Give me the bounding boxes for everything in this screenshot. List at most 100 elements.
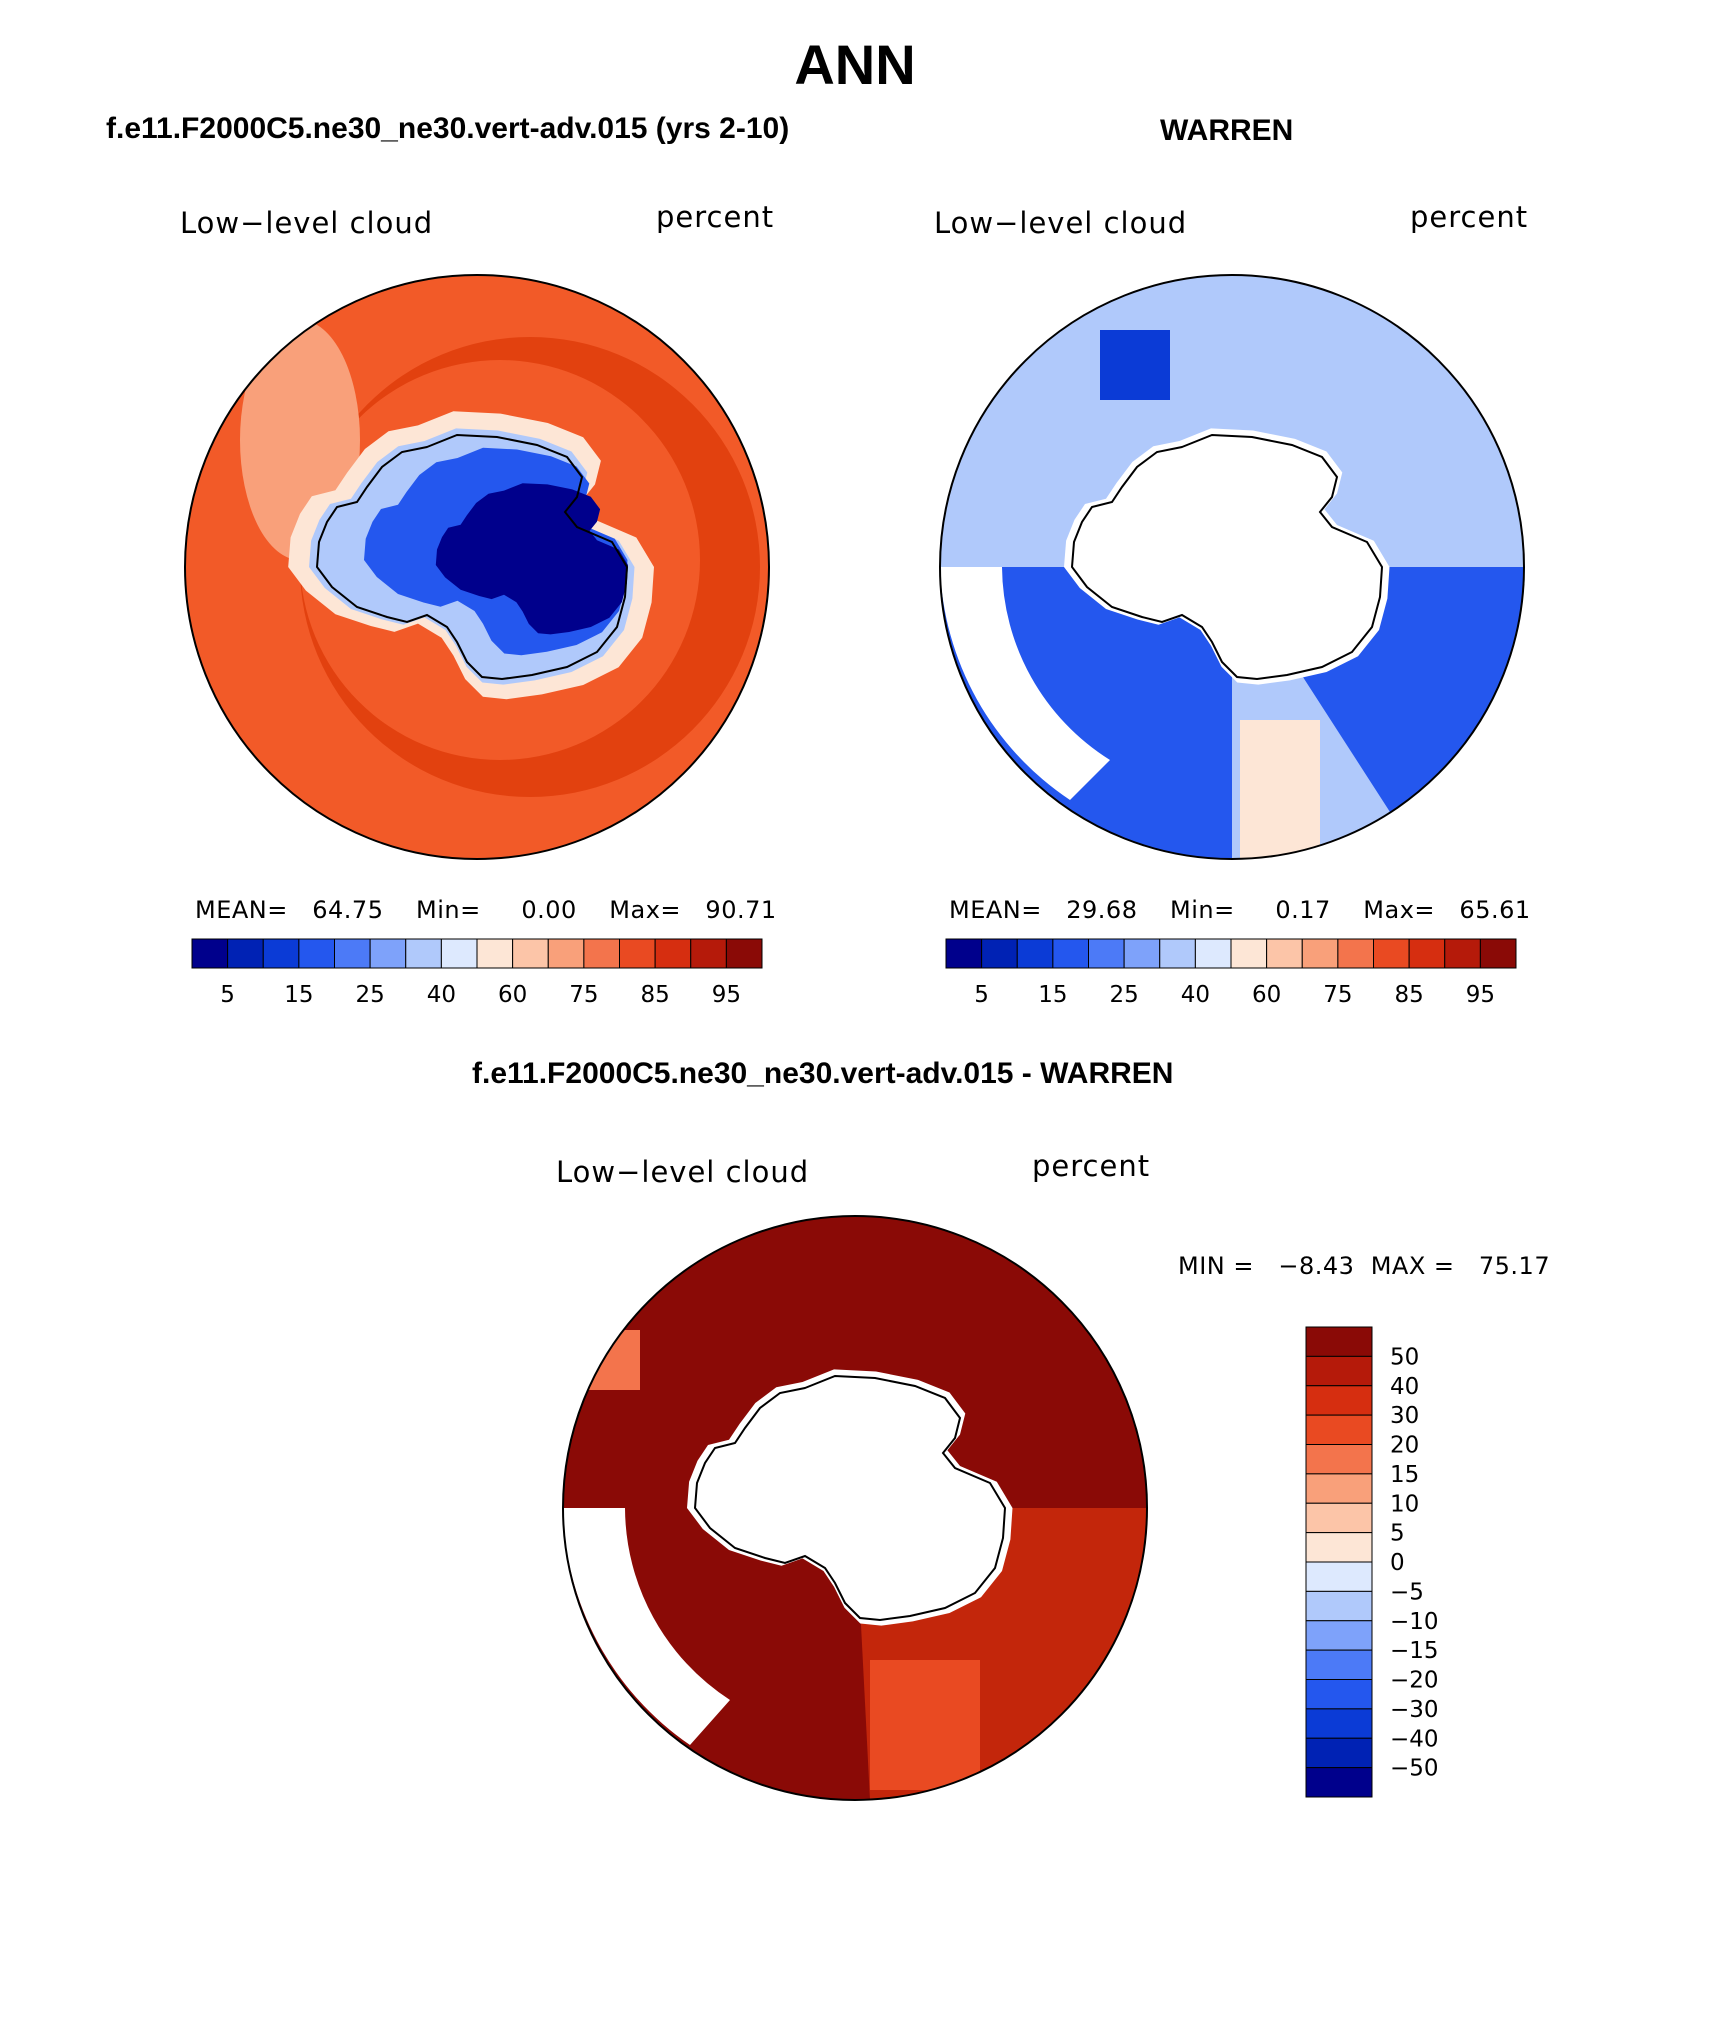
obs-colorbar-swatch bbox=[1230, 938, 1268, 969]
model-units-label: percent bbox=[656, 200, 775, 234]
obs-colorbar-swatch bbox=[981, 938, 1018, 969]
model-colorbar-swatch bbox=[547, 938, 585, 969]
obs-stats: MEAN= 29.68 Min= 0.17 Max= 65.61 bbox=[949, 896, 1531, 924]
model-colorbar-swatch bbox=[583, 938, 620, 969]
model-colorbar-tick-label: 75 bbox=[569, 982, 598, 1008]
diff-colorbar-tick-label: −15 bbox=[1390, 1638, 1439, 1664]
model-colorbar-tick-label: 85 bbox=[640, 982, 669, 1008]
mean-value: 29.68 bbox=[1066, 896, 1138, 924]
min-label: MIN = bbox=[1178, 1252, 1254, 1280]
diff-colorbar-tick-label: 15 bbox=[1390, 1462, 1419, 1488]
model-colorbar-tick-label: 25 bbox=[355, 982, 384, 1008]
model-colorbar-swatch bbox=[619, 938, 656, 969]
model-polar-map bbox=[185, 275, 769, 859]
model-colorbar-tick-label: 95 bbox=[712, 982, 741, 1008]
diff-colorbar-swatch bbox=[1305, 1414, 1373, 1445]
obs-colorbar-swatch bbox=[1123, 938, 1161, 969]
obs-colorbar-swatch bbox=[1373, 938, 1410, 969]
patch-dark bbox=[1100, 330, 1170, 400]
obs-colorbar-swatch bbox=[1408, 938, 1446, 969]
obs-colorbar-swatch bbox=[1052, 938, 1089, 969]
diff-colorbar-tick-label: 0 bbox=[1390, 1550, 1405, 1576]
obs-colorbar-tick-label: 5 bbox=[974, 982, 989, 1008]
patch-light bbox=[1240, 720, 1320, 859]
diff-colorbar-swatch bbox=[1305, 1561, 1373, 1592]
model-colorbar-swatch bbox=[369, 938, 407, 969]
model-colorbar-tick-label: 60 bbox=[498, 982, 527, 1008]
model-colorbar-swatch bbox=[654, 938, 692, 969]
max-value: 65.61 bbox=[1459, 896, 1531, 924]
model-colorbar-tick-label: 15 bbox=[284, 982, 313, 1008]
diff-colorbar-swatch bbox=[1305, 1679, 1373, 1710]
diff-colorbar-swatch bbox=[1305, 1708, 1373, 1739]
model-map-border bbox=[184, 274, 770, 860]
diff-colorbar-swatch bbox=[1305, 1767, 1373, 1798]
obs-colorbar-swatch bbox=[1301, 938, 1339, 969]
obs-colorbar-swatch bbox=[1088, 938, 1125, 969]
diff-panel-title: f.e11.F2000C5.ne30_ne30.vert-adv.015 - W… bbox=[472, 1057, 1174, 1090]
diff-colorbar-swatch bbox=[1305, 1649, 1373, 1680]
patch-orange bbox=[870, 1660, 980, 1790]
model-colorbar-swatch bbox=[334, 938, 371, 969]
no-data-band bbox=[940, 567, 1110, 800]
obs-colorbar-tick-label: 15 bbox=[1038, 982, 1067, 1008]
model-panel-title: f.e11.F2000C5.ne30_ne30.vert-adv.015 (yr… bbox=[106, 112, 790, 145]
diff-colorbar-tick-label: −50 bbox=[1390, 1756, 1439, 1782]
no-data-field bbox=[1064, 428, 1390, 685]
obs-colorbar-tick-label: 25 bbox=[1109, 982, 1138, 1008]
diff-colorbar-swatch bbox=[1305, 1326, 1373, 1357]
mean-label: MEAN= bbox=[195, 896, 288, 924]
diff-colorbar-tick-label: 40 bbox=[1390, 1374, 1419, 1400]
diff-colorbar-tick-label: −5 bbox=[1390, 1579, 1424, 1605]
diff-coastline bbox=[693, 1374, 1007, 1622]
obs-panel-title: WARREN bbox=[1160, 114, 1294, 147]
obs-map-border bbox=[939, 274, 1525, 860]
diff-colorbar-tick-label: 5 bbox=[1390, 1521, 1405, 1547]
obs-colorbar-swatch bbox=[1337, 938, 1374, 969]
diff-polar-map bbox=[563, 1216, 1147, 1800]
model-colorbar-swatch bbox=[725, 938, 763, 969]
max-label: MAX = bbox=[1370, 1252, 1455, 1280]
min-value: 0.00 bbox=[521, 896, 577, 924]
model-colorbar-tick-label: 40 bbox=[427, 982, 456, 1008]
diff-colorbar-tick-label: −10 bbox=[1390, 1609, 1439, 1635]
obs-coastline bbox=[1070, 433, 1384, 681]
model-colorbar-swatch bbox=[690, 938, 727, 969]
obs-colorbar-tick-label: 60 bbox=[1252, 982, 1281, 1008]
diff-colorbar-tick-label: −30 bbox=[1390, 1697, 1439, 1723]
model-colorbar: 5 15 25 40 60 75 85 95 bbox=[191, 938, 763, 1008]
model-coastline bbox=[315, 433, 629, 681]
map-outlines bbox=[184, 274, 1525, 1801]
obs-colorbar-swatch bbox=[1159, 938, 1196, 969]
obs-colorbar-swatch bbox=[1194, 938, 1232, 969]
diff-colorbar-tick-label: 30 bbox=[1390, 1403, 1419, 1429]
model-colorbar-swatch bbox=[191, 938, 229, 969]
diff-colorbar-swatch bbox=[1305, 1355, 1373, 1387]
model-colorbar-swatch bbox=[405, 938, 442, 969]
obs-colorbar-swatch bbox=[1266, 938, 1303, 969]
diff-colorbar-swatch bbox=[1305, 1737, 1373, 1769]
diff-minmax: MIN = −8.43 MAX = 75.17 bbox=[1178, 1252, 1550, 1280]
model-colorbar-swatch bbox=[227, 938, 264, 969]
model-colorbar-swatch bbox=[512, 938, 549, 969]
obs-polar-map bbox=[940, 275, 1524, 859]
mean-value: 64.75 bbox=[312, 896, 384, 924]
obs-colorbar-tick-label: 40 bbox=[1181, 982, 1210, 1008]
main-title: ANN bbox=[794, 33, 916, 96]
model-colorbar-tick-label: 5 bbox=[220, 982, 235, 1008]
min-value: −8.43 bbox=[1278, 1252, 1355, 1280]
obs-units-label: percent bbox=[1410, 200, 1529, 234]
max-value: 90.71 bbox=[705, 896, 777, 924]
model-colorbar-swatch bbox=[262, 938, 300, 969]
diff-colorbar-swatch bbox=[1305, 1385, 1373, 1416]
patch-orange bbox=[580, 1330, 640, 1390]
diff-colorbar-tick-label: 20 bbox=[1390, 1433, 1419, 1459]
diff-colorbar-swatch bbox=[1305, 1590, 1373, 1622]
diff-colorbar-swatch bbox=[1305, 1502, 1373, 1534]
obs-colorbar-tick-label: 85 bbox=[1394, 982, 1423, 1008]
min-label: Min= bbox=[415, 896, 481, 924]
max-value: 75.17 bbox=[1478, 1252, 1551, 1280]
model-variable-label: Low−level cloud bbox=[180, 206, 434, 240]
max-label: Max= bbox=[609, 896, 682, 924]
obs-colorbar-swatch bbox=[1479, 938, 1517, 969]
